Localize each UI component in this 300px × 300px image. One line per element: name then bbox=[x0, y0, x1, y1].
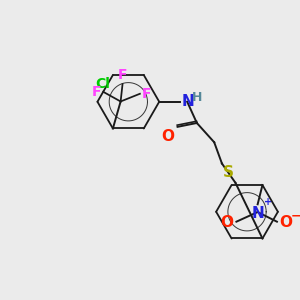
Text: F: F bbox=[118, 68, 127, 82]
Text: F: F bbox=[142, 87, 151, 101]
Text: +: + bbox=[264, 197, 272, 207]
Text: Cl: Cl bbox=[95, 77, 110, 91]
Text: F: F bbox=[92, 85, 101, 99]
Text: H: H bbox=[192, 92, 202, 104]
Text: N: N bbox=[182, 94, 194, 109]
Text: O: O bbox=[220, 215, 233, 230]
Text: N: N bbox=[251, 206, 264, 221]
Text: −: − bbox=[290, 209, 300, 222]
Text: O: O bbox=[279, 215, 292, 230]
Text: O: O bbox=[162, 129, 175, 144]
Text: S: S bbox=[223, 165, 234, 180]
